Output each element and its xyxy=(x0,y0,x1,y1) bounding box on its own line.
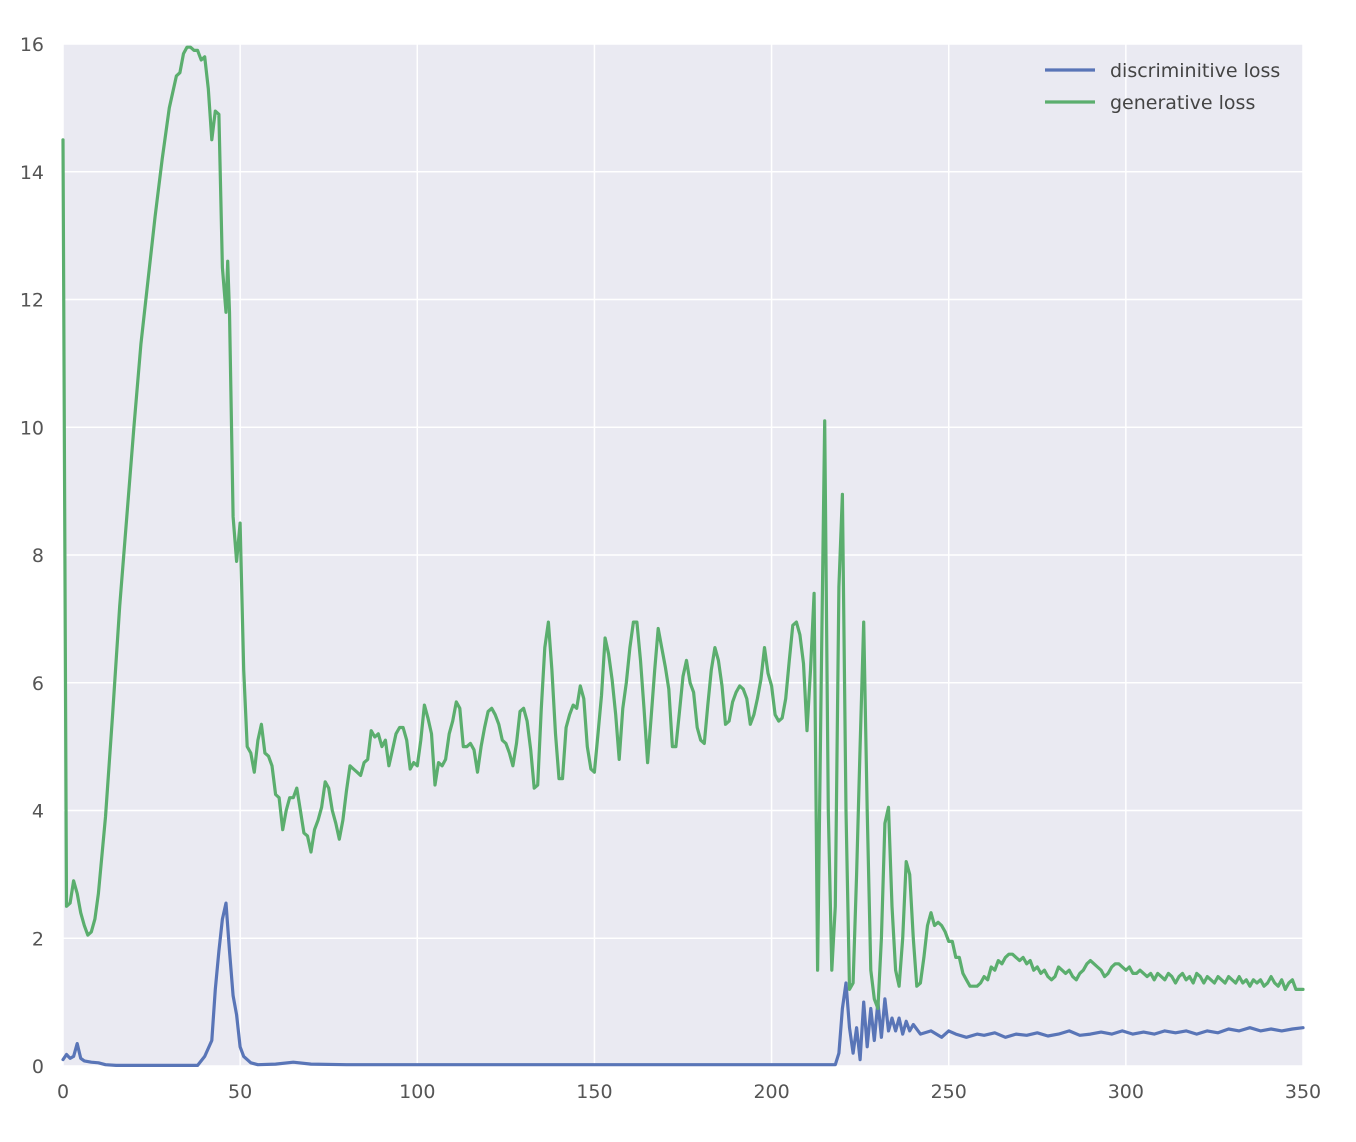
y-tick-label: 10 xyxy=(20,417,44,439)
x-tick-label: 100 xyxy=(399,1081,435,1103)
series-lines xyxy=(61,45,1305,1067)
x-tick-label: 150 xyxy=(576,1081,612,1103)
y-tick-label: 16 xyxy=(20,34,44,56)
y-tick-label: 12 xyxy=(20,290,44,312)
grid-lines xyxy=(62,43,1304,1067)
legend: discriminitive loss generative loss xyxy=(1045,60,1280,114)
y-tick-label: 4 xyxy=(32,801,44,823)
x-tick-label: 50 xyxy=(228,1081,252,1103)
legend-label: discriminitive loss xyxy=(1110,60,1280,82)
x-tick-label: 250 xyxy=(931,1081,967,1103)
y-tick-label: 6 xyxy=(32,673,44,695)
y-tick-label: 0 xyxy=(32,1056,44,1078)
y-tick-label: 2 xyxy=(32,928,44,950)
x-tick-label: 0 xyxy=(57,1081,69,1103)
legend-label: generative loss xyxy=(1110,92,1255,114)
series-line-generative-loss xyxy=(61,45,1305,1011)
series-line-discriminitive-loss xyxy=(61,901,1305,1067)
x-tick-label: 350 xyxy=(1285,1081,1321,1103)
y-tick-label: 8 xyxy=(32,545,44,567)
x-tick-label: 300 xyxy=(1108,1081,1144,1103)
y-tick-label: 14 xyxy=(20,162,44,184)
tick-labels: 0 50 100 150 200 250 300 350 0 2 4 6 8 10 12 14 16 xyxy=(20,34,1321,1103)
x-tick-label: 200 xyxy=(753,1081,789,1103)
